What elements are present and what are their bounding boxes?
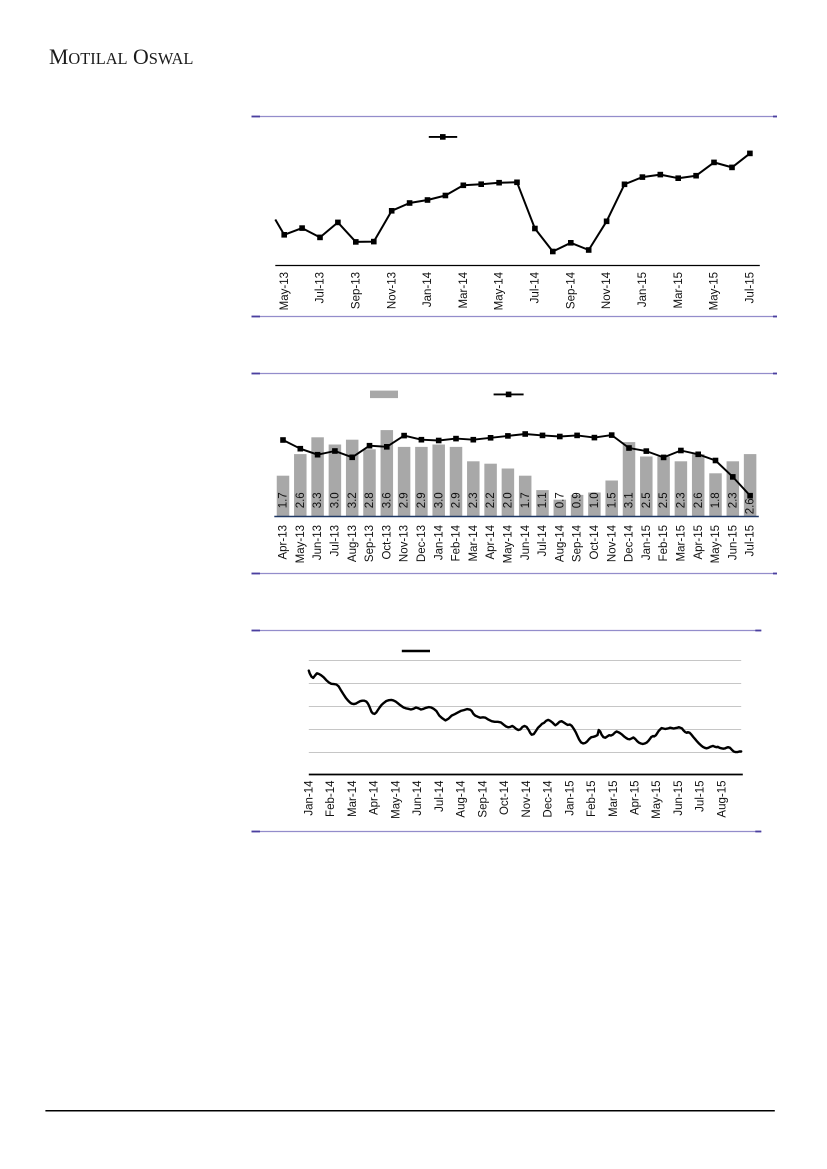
svg-text:Sep-14: Sep-14 <box>565 271 577 309</box>
svg-text:2.2: 2.2 <box>485 492 497 508</box>
svg-text:Jun-14: Jun-14 <box>520 524 532 560</box>
svg-text:3.0: 3.0 <box>433 492 445 508</box>
svg-text:Nov-13: Nov-13 <box>399 525 411 562</box>
svg-text:Dec-14: Dec-14 <box>624 524 636 562</box>
svg-text:May-14: May-14 <box>503 524 515 563</box>
svg-text:Mar-15: Mar-15 <box>676 525 688 561</box>
svg-text:Mar-15: Mar-15 <box>608 781 620 817</box>
svg-text:Jun-14: Jun-14 <box>412 780 424 816</box>
svg-text:Sep-13: Sep-13 <box>350 272 362 309</box>
svg-text:May-15: May-15 <box>710 525 722 563</box>
svg-text:Jul-15: Jul-15 <box>695 781 707 812</box>
svg-text:2.9: 2.9 <box>416 492 428 508</box>
svg-text:May-13: May-13 <box>295 525 307 563</box>
svg-text:Jul-13: Jul-13 <box>330 525 342 556</box>
svg-text:Sep-14: Sep-14 <box>572 524 584 562</box>
svg-text:Jul-14: Jul-14 <box>434 780 446 812</box>
svg-text:Sep-13: Sep-13 <box>364 525 376 562</box>
svg-text:Sep-14: Sep-14 <box>477 780 489 818</box>
svg-text:Feb-15: Feb-15 <box>658 525 670 561</box>
svg-text:Feb-15: Feb-15 <box>586 781 598 817</box>
svg-text:Aug-14: Aug-14 <box>456 780 468 818</box>
svg-text:3.2: 3.2 <box>347 492 359 508</box>
svg-text:Oct-13: Oct-13 <box>381 525 393 560</box>
svg-text:2.3: 2.3 <box>676 492 688 508</box>
svg-text:Jan-15: Jan-15 <box>637 272 649 307</box>
svg-text:Jan-14: Jan-14 <box>303 780 315 816</box>
svg-text:May-14: May-14 <box>390 780 402 819</box>
svg-text:2.8: 2.8 <box>364 492 376 508</box>
svg-text:Jan-14: Jan-14 <box>422 271 434 307</box>
svg-text:3.0: 3.0 <box>330 492 342 508</box>
svg-text:Jan-14: Jan-14 <box>433 524 445 560</box>
svg-text:1.1: 1.1 <box>537 492 549 508</box>
svg-text:Apr-15: Apr-15 <box>630 781 642 816</box>
svg-text:2.9: 2.9 <box>399 492 411 508</box>
svg-text:Mar-15: Mar-15 <box>673 272 685 308</box>
svg-text:0.7: 0.7 <box>554 492 566 508</box>
svg-text:Jul-15: Jul-15 <box>745 525 757 556</box>
svg-text:Dec-13: Dec-13 <box>416 525 428 562</box>
svg-text:2.6: 2.6 <box>295 492 307 508</box>
svg-text:Apr-14: Apr-14 <box>369 780 381 815</box>
svg-text:1.7: 1.7 <box>278 492 290 508</box>
svg-text:May-13: May-13 <box>279 272 291 310</box>
svg-text:Jan-15: Jan-15 <box>641 525 653 560</box>
svg-text:Nov-14: Nov-14 <box>601 271 613 309</box>
svg-text:3.6: 3.6 <box>381 492 393 508</box>
svg-text:Aug-13: Aug-13 <box>347 525 359 562</box>
svg-text:Dec-14: Dec-14 <box>543 780 555 818</box>
svg-text:2.9: 2.9 <box>451 492 463 508</box>
svg-text:Apr-13: Apr-13 <box>278 525 290 560</box>
svg-text:0.9: 0.9 <box>572 492 584 508</box>
svg-text:Jul-15: Jul-15 <box>745 272 757 303</box>
svg-text:1.8: 1.8 <box>710 492 722 508</box>
svg-text:Jul-13: Jul-13 <box>315 272 327 303</box>
svg-text:May-14: May-14 <box>494 271 506 310</box>
svg-text:Jun-13: Jun-13 <box>312 525 324 560</box>
svg-text:May-15: May-15 <box>651 781 663 819</box>
svg-text:Nov-14: Nov-14 <box>606 524 618 562</box>
svg-text:Nov-13: Nov-13 <box>386 272 398 309</box>
svg-text:Aug-14: Aug-14 <box>554 524 566 562</box>
svg-text:2.5: 2.5 <box>641 492 653 508</box>
svg-text:1.7: 1.7 <box>520 492 532 508</box>
svg-text:Jul-14: Jul-14 <box>537 524 549 556</box>
svg-text:2.3: 2.3 <box>468 492 480 508</box>
svg-text:2.6: 2.6 <box>745 498 757 514</box>
svg-text:Oct-14: Oct-14 <box>589 524 601 559</box>
svg-text:2.5: 2.5 <box>658 492 670 508</box>
svg-text:Jun-15: Jun-15 <box>673 781 685 816</box>
svg-text:Feb-14: Feb-14 <box>325 780 337 817</box>
svg-text:3.3: 3.3 <box>312 492 324 508</box>
svg-text:Jun-15: Jun-15 <box>727 525 739 560</box>
svg-text:Jan-15: Jan-15 <box>564 781 576 816</box>
svg-text:May-15: May-15 <box>709 272 721 310</box>
svg-text:Aug-15: Aug-15 <box>717 781 729 818</box>
svg-text:Mar-14: Mar-14 <box>458 271 470 308</box>
svg-text:Feb-14: Feb-14 <box>451 524 463 561</box>
svg-text:3.1: 3.1 <box>624 492 636 508</box>
svg-text:2.6: 2.6 <box>693 492 705 508</box>
svg-text:Oct-14: Oct-14 <box>499 780 511 815</box>
svg-text:1.5: 1.5 <box>606 492 618 508</box>
svg-text:Apr-14: Apr-14 <box>485 524 497 559</box>
svg-text:2.0: 2.0 <box>503 492 515 508</box>
svg-text:1.0: 1.0 <box>589 492 601 508</box>
svg-text:Jul-14: Jul-14 <box>530 271 542 303</box>
svg-text:Mar-14: Mar-14 <box>468 524 480 561</box>
svg-text:Mar-14: Mar-14 <box>347 780 359 817</box>
svg-text:Apr-15: Apr-15 <box>693 525 705 560</box>
svg-text:2.3: 2.3 <box>727 492 739 508</box>
svg-text:Nov-14: Nov-14 <box>521 780 533 818</box>
